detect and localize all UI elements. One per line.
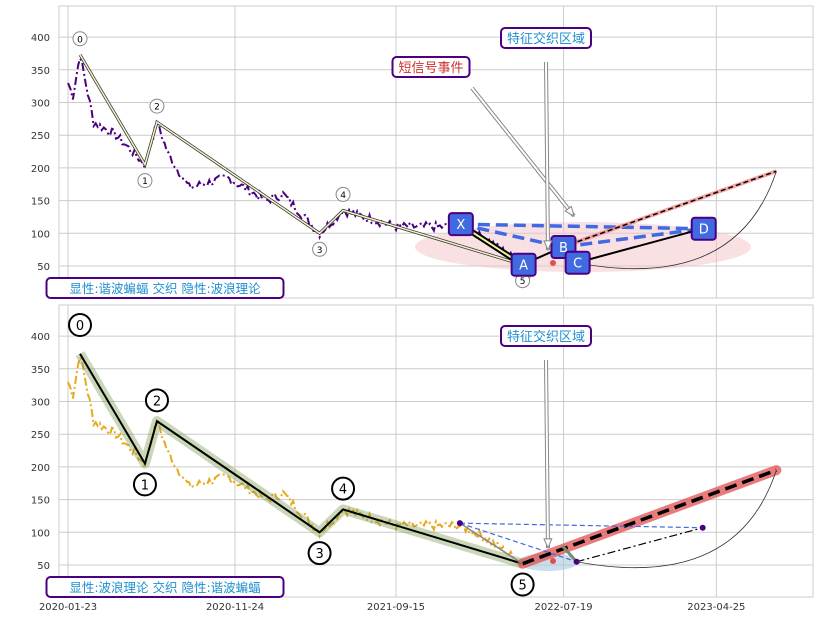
wave-label-circle bbox=[335, 186, 351, 202]
wave-line bbox=[79, 353, 523, 565]
wave-label-circle bbox=[510, 572, 535, 597]
y-tick-label: 200 bbox=[31, 463, 50, 474]
y-tick-label: 200 bbox=[31, 164, 50, 175]
wave-label-circle bbox=[132, 472, 157, 497]
short-signal-label-text: 短信号事件 bbox=[398, 61, 463, 76]
harmonic-point-box bbox=[447, 212, 474, 237]
wave-label: 2 bbox=[153, 394, 161, 409]
y-tick-label: 150 bbox=[31, 197, 50, 208]
feature-zone-label bbox=[500, 27, 592, 49]
wave-label-circle bbox=[137, 173, 153, 189]
y-tick-label: 250 bbox=[31, 131, 50, 142]
bc-leg bbox=[561, 545, 578, 563]
axes-frame-1 bbox=[58, 304, 814, 598]
harmonic-dashed-leg bbox=[562, 226, 703, 249]
y-tick-label: 350 bbox=[31, 365, 50, 376]
y-tick-label: 50 bbox=[37, 561, 50, 572]
wave-label-circle bbox=[144, 388, 169, 413]
harmonic-dashed-leg bbox=[459, 522, 577, 563]
y-tick-label: 100 bbox=[31, 528, 50, 539]
wave-label-circle bbox=[307, 541, 332, 566]
signal-dot bbox=[550, 260, 556, 266]
feature-zone-arrow-inner bbox=[545, 61, 549, 251]
y-tick-label: 100 bbox=[31, 229, 50, 240]
y-tick-label: 400 bbox=[31, 332, 50, 343]
price-line bbox=[67, 355, 524, 566]
wave-label: 0 bbox=[76, 319, 84, 334]
wave-label: 1 bbox=[141, 478, 149, 493]
harmonic-dashed-leg bbox=[459, 222, 703, 231]
wave-label: 2 bbox=[154, 103, 160, 113]
short-signal-label bbox=[391, 56, 471, 78]
x-tick-label: 2020-11-24 bbox=[206, 602, 264, 613]
wave-label-circle bbox=[312, 241, 328, 257]
short-signal-arrow-inner bbox=[471, 87, 575, 217]
xa-leg bbox=[459, 522, 524, 565]
harmonic-point-label: D bbox=[699, 223, 709, 238]
feature-zone-label bbox=[500, 325, 592, 347]
harmonic-point-box bbox=[510, 252, 537, 277]
feature-zone-label-text: 特征交织区域 bbox=[507, 31, 585, 47]
wave-label: 4 bbox=[339, 483, 347, 498]
y-tick-label: 300 bbox=[31, 398, 50, 409]
harmonic-point-label: C bbox=[573, 257, 582, 272]
y-tick-label: 50 bbox=[37, 262, 50, 273]
wave-label-circle bbox=[331, 476, 356, 501]
wave-label: 0 bbox=[77, 35, 83, 45]
legend-box bbox=[45, 277, 285, 299]
x-tick-label: 2020-01-23 bbox=[39, 602, 97, 613]
wave-label-circle bbox=[68, 313, 92, 337]
cd-leg bbox=[576, 527, 703, 563]
y-tick-label: 250 bbox=[31, 430, 50, 441]
wave-label-circle bbox=[72, 31, 88, 47]
harmonic-point-box bbox=[564, 250, 591, 275]
y-tick-label: 350 bbox=[31, 66, 50, 77]
harmonic-point-dot bbox=[699, 524, 706, 531]
wave-label: 4 bbox=[340, 191, 346, 201]
harmonic-point-box bbox=[690, 216, 717, 241]
projection-arc bbox=[576, 171, 777, 269]
feature-zone-arrow-head bbox=[543, 538, 553, 550]
legend-box-text: 显性:谐波蝙蝠 交织 隐性:波浪理论 bbox=[69, 281, 261, 296]
feature-zone-arrow-head bbox=[543, 240, 553, 252]
legend-box-text: 显性:波浪理论 交织 隐性:谐波蝙蝠 bbox=[69, 580, 260, 595]
feature-zone-label-text: 特征交织区域 bbox=[507, 329, 585, 345]
harmonic-point-label: A bbox=[519, 259, 528, 274]
legend-box bbox=[45, 576, 285, 598]
harmonic-point-label: B bbox=[559, 241, 568, 256]
wave-label: 3 bbox=[317, 246, 323, 256]
target-line bbox=[562, 170, 777, 248]
wave-label: 5 bbox=[518, 578, 526, 593]
harmonic-point-dot bbox=[456, 520, 463, 527]
wave-label: 5 bbox=[520, 277, 526, 287]
y-tick-label: 150 bbox=[31, 496, 50, 507]
wave-label: 3 bbox=[315, 547, 323, 562]
y-tick-label: 300 bbox=[31, 99, 50, 110]
harmonic-leg bbox=[576, 227, 703, 264]
signal-dot bbox=[550, 558, 556, 564]
harmonic-dashed-leg bbox=[459, 522, 703, 529]
x-tick-label: 2021-09-15 bbox=[367, 602, 425, 613]
x-tick-label: 2022-07-19 bbox=[534, 602, 592, 613]
harmonic-point-label: X bbox=[456, 218, 465, 233]
short-signal-arrow-head bbox=[564, 205, 575, 218]
wave-label: 1 bbox=[142, 177, 148, 187]
x-tick-label: 2023-04-25 bbox=[687, 602, 745, 613]
projection-arc bbox=[576, 470, 777, 568]
wave-label-circle bbox=[149, 98, 165, 114]
wave-line bbox=[79, 54, 523, 266]
feature-zone-arrow-inner bbox=[545, 359, 549, 549]
y-tick-label: 400 bbox=[31, 33, 50, 44]
